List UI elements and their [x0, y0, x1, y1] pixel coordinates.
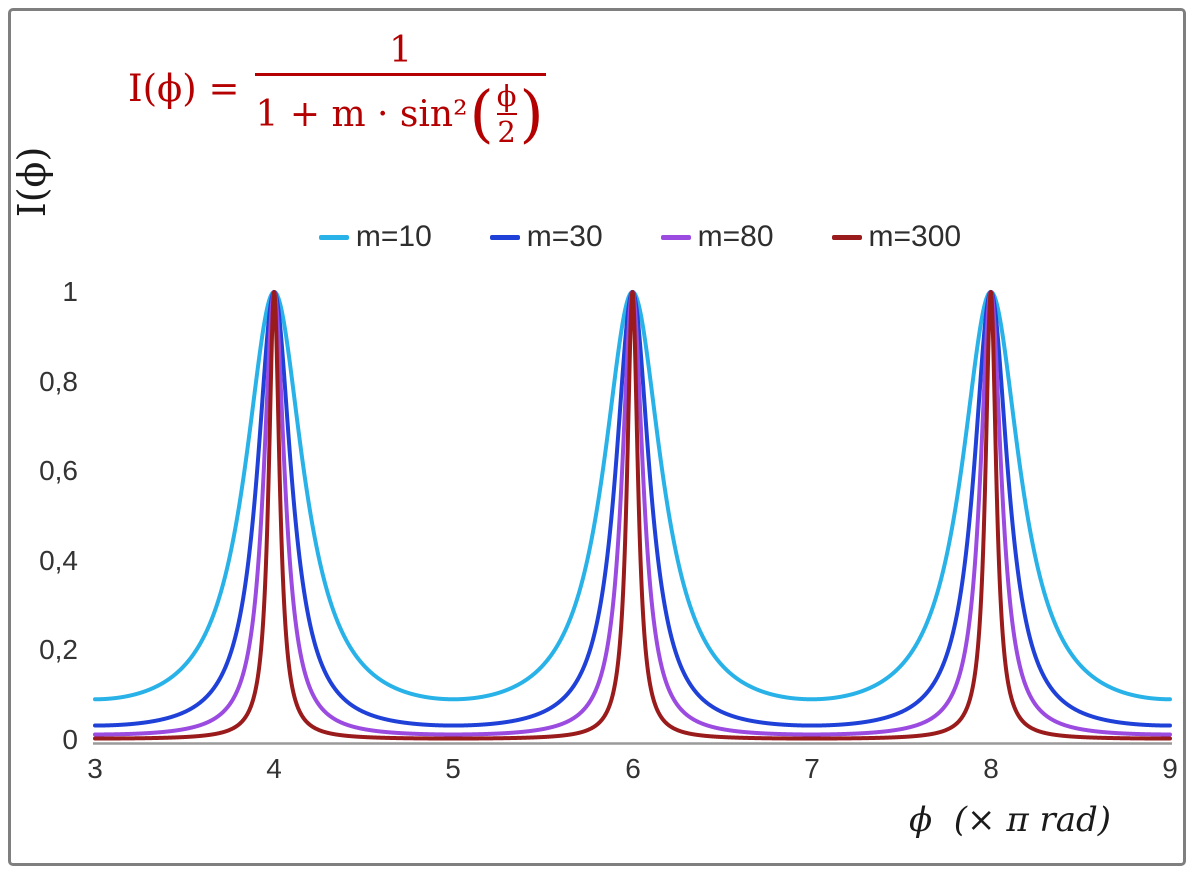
- legend-label-m300: m=300: [868, 220, 962, 253]
- legend: m=10 m=30 m=80 m=300: [0, 220, 1200, 254]
- y-axis-ticks: 0 0,2 0,4 0,6 0,8 1: [14, 0, 78, 880]
- formula-fraction: 1 1 + m · sin² ( ϕ 2 ): [255, 30, 546, 151]
- y-tick-label: 0,2: [39, 634, 78, 665]
- legend-item-m80: m=80: [660, 220, 774, 254]
- legend-label-m10: m=10: [355, 220, 432, 253]
- x-axis-ticks: 3 4 5 6 7 8 9: [0, 752, 1200, 792]
- inner-fraction-bar: [496, 112, 517, 116]
- legend-item-m10: m=10: [318, 220, 432, 254]
- legend-swatch-m300: [831, 234, 862, 240]
- formula-lhs: I(ϕ) =: [128, 67, 240, 111]
- legend-swatch-m30: [489, 234, 520, 240]
- open-paren: (: [469, 77, 494, 151]
- x-tick-label: 6: [625, 753, 641, 784]
- formula-denominator: 1 + m · sin² ( ϕ 2 ): [255, 77, 545, 151]
- y-tick-label: 0,6: [39, 455, 78, 486]
- formula-den-prefix: 1 + m · sin²: [255, 93, 468, 135]
- legend-label-m80: m=80: [697, 220, 774, 253]
- x-tick-label: 9: [1162, 753, 1178, 784]
- x-tick-label: 3: [87, 753, 103, 784]
- fraction-bar: [255, 73, 546, 77]
- y-tick-label: 0,8: [39, 366, 78, 397]
- formula: I(ϕ) = 1 1 + m · sin² ( ϕ 2 ): [128, 30, 546, 148]
- x-tick-label: 8: [983, 753, 999, 784]
- y-tick-label: 0,4: [39, 545, 78, 576]
- close-paren: ): [519, 77, 544, 151]
- y-tick-label: 0: [62, 724, 78, 755]
- formula-numerator: 1: [389, 30, 413, 71]
- legend-item-m300: m=300: [831, 220, 962, 254]
- x-tick-label: 5: [445, 753, 461, 784]
- legend-label-m30: m=30: [526, 220, 603, 253]
- legend-item-m30: m=30: [489, 220, 603, 254]
- x-tick-label: 4: [266, 753, 282, 784]
- inner-fraction: ϕ 2: [496, 79, 517, 150]
- legend-swatch-m80: [660, 234, 691, 240]
- y-tick-label: 1: [62, 276, 78, 307]
- legend-swatch-m10: [318, 234, 349, 240]
- inner-numerator: ϕ: [496, 79, 517, 114]
- x-axis-title: ϕ (× π rad): [908, 800, 1112, 840]
- inner-denominator: 2: [497, 115, 516, 150]
- x-tick-label: 7: [804, 753, 820, 784]
